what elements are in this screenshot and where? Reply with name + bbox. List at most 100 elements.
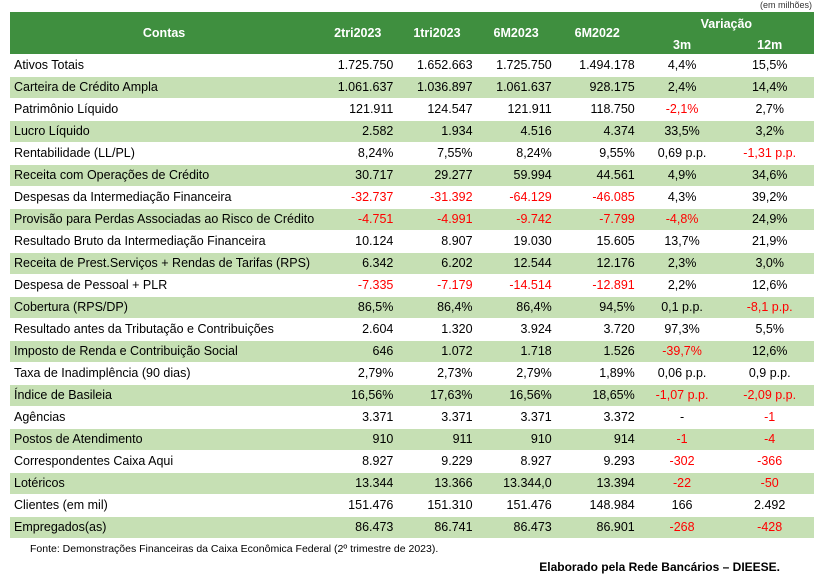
value-cell: -31.392 [397, 186, 477, 209]
value-cell: 3.371 [397, 406, 477, 429]
value-cell: 121.911 [476, 98, 556, 121]
value-cell: -64.129 [476, 186, 556, 209]
value-cell: 1.718 [476, 340, 556, 363]
value-cell: 6.202 [397, 252, 477, 275]
value-cell: -7.179 [397, 274, 477, 297]
header-subrow: 3m 12m [10, 36, 814, 54]
value-cell: 86.473 [318, 516, 398, 539]
variation-cell: -1,31 p.p. [725, 142, 814, 165]
value-cell: 121.911 [318, 98, 398, 121]
value-cell: -32.737 [318, 186, 398, 209]
value-cell: 9.293 [555, 450, 639, 473]
table-row: Receita com Operações de Crédito 30.717 29… [10, 164, 814, 187]
row-label: Carteira de Crédito Ampla [10, 76, 319, 99]
value-cell: -46.085 [555, 186, 639, 209]
value-cell: 30.717 [318, 164, 398, 187]
variation-cell: 2,2% [638, 274, 726, 297]
value-cell: 86,4% [397, 296, 477, 319]
variation-cell: 2,4% [638, 76, 726, 99]
value-cell: 8,24% [476, 142, 556, 165]
row-label: Resultado antes da Tributação e Contribu… [10, 318, 319, 341]
row-label: Cobertura (RPS/DP) [10, 296, 319, 319]
value-cell: 13.394 [555, 472, 639, 495]
variation-cell: -1 [638, 428, 726, 451]
value-cell: 646 [318, 340, 398, 363]
row-label: Taxa de Inadimplência (90 dias) [10, 362, 319, 385]
variation-cell: 34,6% [725, 164, 814, 187]
table-row: Provisão para Perdas Associadas ao Risco… [10, 208, 814, 231]
table-row: Patrimônio Líquido 121.911 124.547 121.911 1… [10, 98, 814, 121]
value-cell: 3.720 [555, 318, 639, 341]
header-var-col: 12m [725, 36, 814, 54]
value-cell: -4.751 [318, 208, 398, 231]
header-row: Contas 2tri2023 1tri2023 6M2023 6M2022 V… [10, 12, 814, 54]
value-cell: 16,56% [476, 384, 556, 407]
value-cell: 4.516 [476, 120, 556, 143]
table-row: Ativos Totais 1.725.750 1.652.663 1.725.750… [10, 54, 814, 77]
variation-cell: - [638, 406, 726, 429]
value-cell: 1.036.897 [397, 76, 477, 99]
value-cell: 7,55% [397, 142, 477, 165]
value-cell: 151.476 [318, 494, 398, 517]
variation-cell: 2,7% [725, 98, 814, 121]
row-label: Ativos Totais [10, 54, 319, 77]
value-cell: 1.061.637 [318, 76, 398, 99]
row-label: Imposto de Renda e Contribuição Social [10, 340, 319, 363]
row-label: Rentabilidade (LL/PL) [10, 142, 319, 165]
value-cell: 1.494.178 [555, 54, 639, 77]
value-cell: 1.652.663 [397, 54, 477, 77]
row-label: Postos de Atendimento [10, 428, 319, 451]
value-cell: 86.901 [555, 516, 639, 539]
value-cell: -14.514 [476, 274, 556, 297]
variation-cell: -2,09 p.p. [725, 384, 814, 407]
variation-cell: 24,9% [725, 208, 814, 231]
value-cell: 3.924 [476, 318, 556, 341]
value-cell: 13.366 [397, 472, 477, 495]
value-cell: 2,79% [476, 362, 556, 385]
variation-cell: -22 [638, 472, 726, 495]
table-row: Lucro Líquido 2.582 1.934 4.516 4.374 33,5% 3,… [10, 120, 814, 143]
value-cell: 2,73% [397, 362, 477, 385]
value-cell: 148.984 [555, 494, 639, 517]
row-label: Empregados(as) [10, 516, 319, 539]
value-cell: 8.927 [318, 450, 398, 473]
value-cell: 1,89% [555, 362, 639, 385]
value-cell: 3.371 [318, 406, 398, 429]
value-cell: 16,56% [318, 384, 398, 407]
value-cell: 12.544 [476, 252, 556, 275]
variation-cell: -268 [638, 516, 726, 539]
variation-cell: 2.492 [725, 494, 814, 517]
variation-cell: 97,3% [638, 318, 726, 341]
variation-cell: -1 [725, 406, 814, 429]
table-row: Correspondentes Caixa Aqui 8.927 9.229 8.92… [10, 450, 814, 473]
row-label: Despesa de Pessoal + PLR [10, 274, 319, 297]
value-cell: 86,5% [318, 296, 398, 319]
row-label: Lotéricos [10, 472, 319, 495]
variation-cell: 5,5% [725, 318, 814, 341]
variation-cell: 12,6% [725, 340, 814, 363]
value-cell: 8,24% [318, 142, 398, 165]
row-label: Lucro Líquido [10, 120, 319, 143]
variation-cell: 12,6% [725, 274, 814, 297]
credit-note: Elaborado pela Rede Bancários – DIEESE. [539, 560, 780, 574]
table-row: Cobertura (RPS/DP) 86,5% 86,4% 86,4% 94,5% 0,… [10, 296, 814, 319]
variation-cell: -39,7% [638, 340, 726, 363]
value-cell: -9.742 [476, 208, 556, 231]
table-row: Despesas da Intermediação Financeira -32.… [10, 186, 814, 209]
value-cell: 151.476 [476, 494, 556, 517]
table-row: Despesa de Pessoal + PLR -7.335 -7.179 -14.… [10, 274, 814, 297]
value-cell: 2,79% [318, 362, 398, 385]
variation-cell: 3,2% [725, 120, 814, 143]
value-cell: -12.891 [555, 274, 639, 297]
value-cell: 1.725.750 [318, 54, 398, 77]
value-cell: 914 [555, 428, 639, 451]
value-cell: -4.991 [397, 208, 477, 231]
row-label: Correspondentes Caixa Aqui [10, 450, 319, 473]
variation-cell: -4,8% [638, 208, 726, 231]
value-cell: 12.176 [555, 252, 639, 275]
unit-note: (em milhões) [759, 0, 812, 10]
value-cell: 1.320 [397, 318, 477, 341]
table-row: Imposto de Renda e Contribuição Social 64… [10, 340, 814, 363]
variation-cell: 13,7% [638, 230, 726, 253]
value-cell: 2.582 [318, 120, 398, 143]
